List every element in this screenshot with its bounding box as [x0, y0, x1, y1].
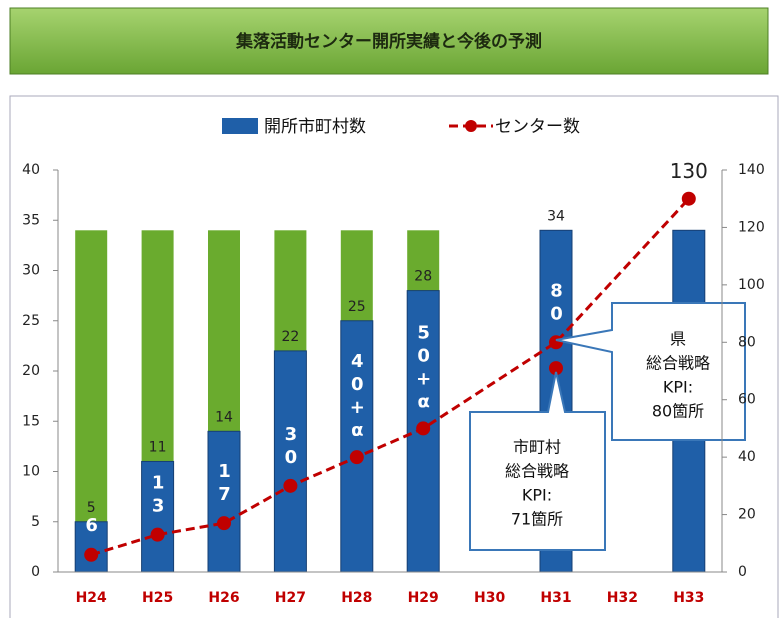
data-label: 5: [87, 500, 96, 516]
callout-text: 総合戦略: [646, 354, 710, 373]
callout-text: 総合戦略: [505, 462, 569, 481]
data-label: 17: [214, 461, 235, 507]
legend-label: 開所市町村数: [264, 117, 366, 137]
point: [549, 361, 563, 376]
y-tick-label: 30: [22, 263, 40, 279]
point: [416, 421, 431, 436]
data-label: 130: [670, 159, 708, 183]
y2-tick-label: 40: [738, 449, 756, 465]
y2-tick-label: 0: [738, 564, 747, 580]
bar: [273, 350, 307, 573]
data-label: 22: [281, 329, 299, 345]
data-label: 13: [148, 473, 169, 519]
y2-tick-label: 120: [738, 219, 765, 235]
y-tick-label: 5: [31, 514, 40, 530]
y-tick-label: 40: [22, 162, 40, 178]
point: [84, 547, 99, 562]
y2-tick-label: 60: [738, 392, 756, 408]
legend-swatch: [465, 120, 477, 132]
data-label: 40+α: [347, 351, 368, 443]
callout-text: KPI:: [663, 378, 693, 397]
bar: [340, 320, 374, 573]
point: [681, 191, 696, 206]
data-label: 25: [348, 299, 366, 315]
x-tick-label: H26: [208, 590, 239, 606]
x-tick-label: H32: [607, 590, 638, 606]
header: [9, 7, 769, 75]
callout-text: 71箇所: [511, 510, 563, 529]
point: [150, 527, 165, 542]
data-label: 80: [546, 280, 567, 326]
legend-label: センター数: [495, 117, 580, 137]
point: [549, 335, 563, 350]
data-label: 11: [149, 439, 167, 455]
callout-text: 市町村: [513, 438, 561, 457]
callout-text: 80箇所: [652, 402, 704, 421]
x-tick-label: H30: [474, 590, 505, 606]
y2-tick-label: 20: [738, 507, 756, 523]
chart-title: 集落活動センター開所実績と今後の予測: [235, 31, 542, 52]
y2-tick-label: 80: [738, 334, 756, 350]
x-tick-label: H31: [540, 590, 571, 606]
bar: [75, 230, 108, 573]
x-tick-label: H25: [142, 590, 173, 606]
x-tick-label: H28: [341, 590, 372, 606]
y-tick-label: 10: [22, 464, 40, 480]
data-label: 6: [81, 515, 102, 538]
x-tick-label: H33: [673, 590, 704, 606]
y2-tick-label: 100: [738, 277, 765, 293]
callout: [469, 371, 606, 551]
y-tick-label: 20: [22, 363, 40, 379]
callout-text: 県: [670, 330, 686, 349]
point: [349, 450, 364, 465]
data-label: 34: [547, 208, 565, 224]
bar: [207, 430, 241, 573]
y2-tick-label: 140: [738, 162, 765, 178]
y-tick-label: 25: [22, 313, 40, 329]
callout: [555, 302, 746, 441]
callout-text: KPI:: [522, 486, 552, 505]
y-tick-label: 15: [22, 413, 40, 429]
x-tick-label: H27: [275, 590, 306, 606]
x-tick-label: H29: [408, 590, 439, 606]
data-label: 30: [280, 424, 301, 470]
y-tick-label: 0: [31, 564, 40, 580]
legend-swatch: [222, 118, 258, 134]
point: [217, 516, 231, 531]
data-label: 28: [414, 269, 432, 285]
data-label: 14: [215, 409, 233, 425]
y-tick-label: 35: [22, 212, 40, 228]
data-label: 50+α: [413, 322, 434, 414]
x-tick-label: H24: [76, 590, 107, 606]
point: [283, 478, 298, 493]
